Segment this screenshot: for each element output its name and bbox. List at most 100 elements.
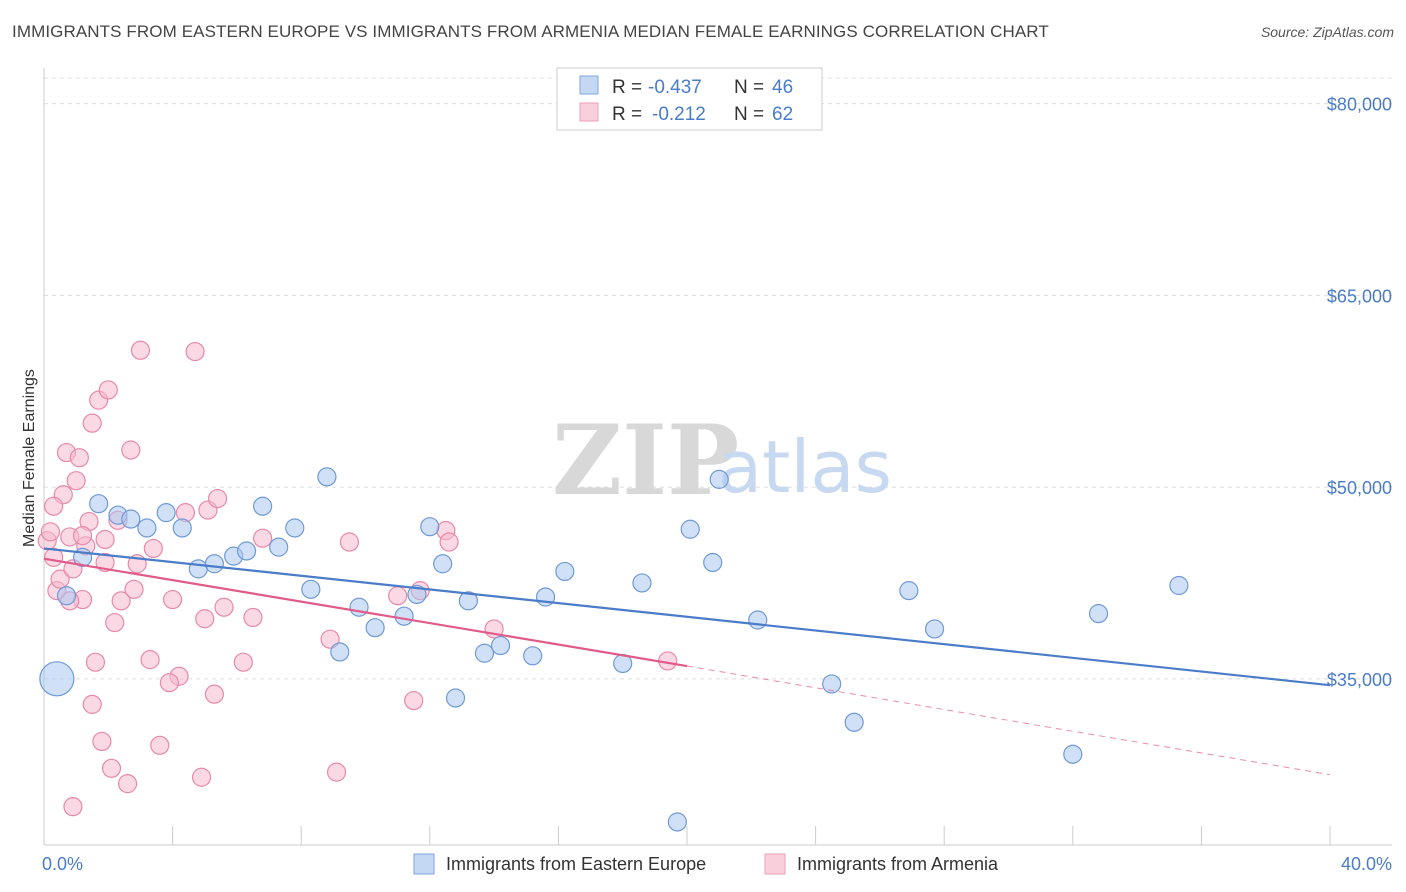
blue-point-29 xyxy=(523,646,543,666)
pink-point-20 xyxy=(101,758,122,778)
blue-point-18 xyxy=(330,642,350,662)
legend-r-value-blue: -0.437 xyxy=(648,77,702,98)
blue-point-35 xyxy=(703,552,723,573)
pink-point-9 xyxy=(66,471,86,491)
series-legend: Immigrants from Eastern Europe Immigrant… xyxy=(413,853,999,875)
blue-point-41 xyxy=(924,619,945,639)
legend-r-label-pink: R = xyxy=(612,104,642,125)
y-axis-label: Median Female Earnings xyxy=(21,369,38,547)
blue-point-5 xyxy=(121,509,141,529)
pink-point-24 xyxy=(121,440,141,460)
pink-point-37 xyxy=(208,488,228,509)
blue-point-3 xyxy=(89,494,109,514)
blue-point-42 xyxy=(1063,744,1083,764)
pink-point-54 xyxy=(72,526,93,546)
watermark-zip: ZIP xyxy=(552,404,739,517)
pink-point-44 xyxy=(339,532,360,552)
pink-point-45 xyxy=(404,690,424,711)
blue-point-43 xyxy=(1088,604,1109,624)
blue-point-34 xyxy=(680,519,700,539)
blue-point-7 xyxy=(156,503,176,523)
legend-r-label-blue: R = xyxy=(612,77,642,98)
blue-point-20 xyxy=(365,618,385,638)
pink-point-53 xyxy=(44,496,64,516)
trend-lines xyxy=(43,547,1331,776)
trend-line-eastern-europe xyxy=(43,547,1331,687)
blue-point-40 xyxy=(899,581,919,601)
pink-point-61 xyxy=(159,673,179,693)
series-legend-label-blue: Immigrants from Eastern Europe xyxy=(446,854,706,874)
series-legend-swatch-blue xyxy=(413,853,435,875)
stats-legend-box xyxy=(556,67,823,131)
pink-point-18 xyxy=(95,529,115,550)
blue-point-21 xyxy=(394,606,414,626)
gridlines xyxy=(44,77,1392,680)
blue-point-16 xyxy=(301,579,321,599)
legend-swatch-pink xyxy=(579,102,599,122)
y-tick-labels: $35,000 $50,000 $65,000 $80,000 xyxy=(1327,95,1392,690)
x-tick-label-max: 40.0% xyxy=(1341,854,1392,874)
blue-point-23 xyxy=(420,517,440,537)
pink-point-22 xyxy=(111,591,131,611)
pink-point-23 xyxy=(117,774,138,794)
pink-point-1 xyxy=(40,522,61,542)
blue-point-27 xyxy=(474,643,495,663)
blue-point-10 xyxy=(204,554,224,574)
blue-point-28 xyxy=(490,635,511,656)
trend-line-armenia xyxy=(43,557,688,668)
source-label: Source: ZipAtlas.com xyxy=(1260,24,1394,40)
blue-point-19 xyxy=(349,597,369,617)
pink-point-27 xyxy=(140,650,160,670)
pink-point-52 xyxy=(82,694,102,714)
blue-point-17 xyxy=(317,467,337,487)
pink-point-15 xyxy=(85,652,106,672)
blue-point-22 xyxy=(407,584,427,605)
pink-point-33 xyxy=(185,341,205,362)
blue-point-15 xyxy=(285,518,305,538)
y-tick-label-1: $50,000 xyxy=(1327,478,1392,498)
pink-point-4 xyxy=(50,569,70,589)
pink-point-17 xyxy=(92,731,112,752)
pink-point-40 xyxy=(243,607,263,628)
pink-point-19 xyxy=(98,380,118,400)
blue-point-0 xyxy=(39,661,75,697)
pink-point-28 xyxy=(143,538,163,559)
pink-point-48 xyxy=(439,532,459,552)
pink-point-21 xyxy=(105,612,125,633)
trend-line-armenia-extension xyxy=(686,665,1331,776)
blue-point-12 xyxy=(236,541,257,561)
series-eastern-europe-points xyxy=(39,467,1189,832)
pink-point-14 xyxy=(82,413,102,433)
blue-point-36 xyxy=(709,469,729,489)
pink-point-41 xyxy=(253,528,273,548)
legend-n-value-pink: 62 xyxy=(772,104,793,125)
series-legend-swatch-pink xyxy=(764,853,786,875)
legend-r-value-pink: -0.212 xyxy=(652,104,706,125)
pink-point-42 xyxy=(320,629,340,649)
series-legend-label-pink: Immigrants from Armenia xyxy=(797,854,999,874)
pink-point-29 xyxy=(150,735,170,755)
pink-point-30 xyxy=(163,589,183,610)
blue-point-25 xyxy=(445,688,466,708)
blue-point-24 xyxy=(433,554,453,574)
blue-point-1 xyxy=(56,586,77,606)
pink-point-43 xyxy=(326,762,347,782)
legend-n-label-pink: N = xyxy=(734,104,764,125)
blue-point-44 xyxy=(1169,575,1189,596)
pink-point-26 xyxy=(130,340,151,360)
pink-point-57 xyxy=(388,586,408,606)
blue-point-45 xyxy=(667,812,687,832)
pink-point-36 xyxy=(204,684,224,704)
blue-point-31 xyxy=(555,561,575,582)
chart-title: IMMIGRANTS FROM EASTERN EUROPE VS IMMIGR… xyxy=(12,22,1049,41)
blue-point-13 xyxy=(253,496,273,516)
x-tick-label-min: 0.0% xyxy=(42,854,83,874)
blue-point-26 xyxy=(458,591,478,611)
legend-swatch-blue xyxy=(579,75,599,95)
blue-point-14 xyxy=(269,537,289,557)
pink-point-38 xyxy=(214,597,234,617)
blue-point-6 xyxy=(137,518,157,538)
x-ticks xyxy=(43,826,1331,845)
series-armenia-points xyxy=(37,340,678,817)
